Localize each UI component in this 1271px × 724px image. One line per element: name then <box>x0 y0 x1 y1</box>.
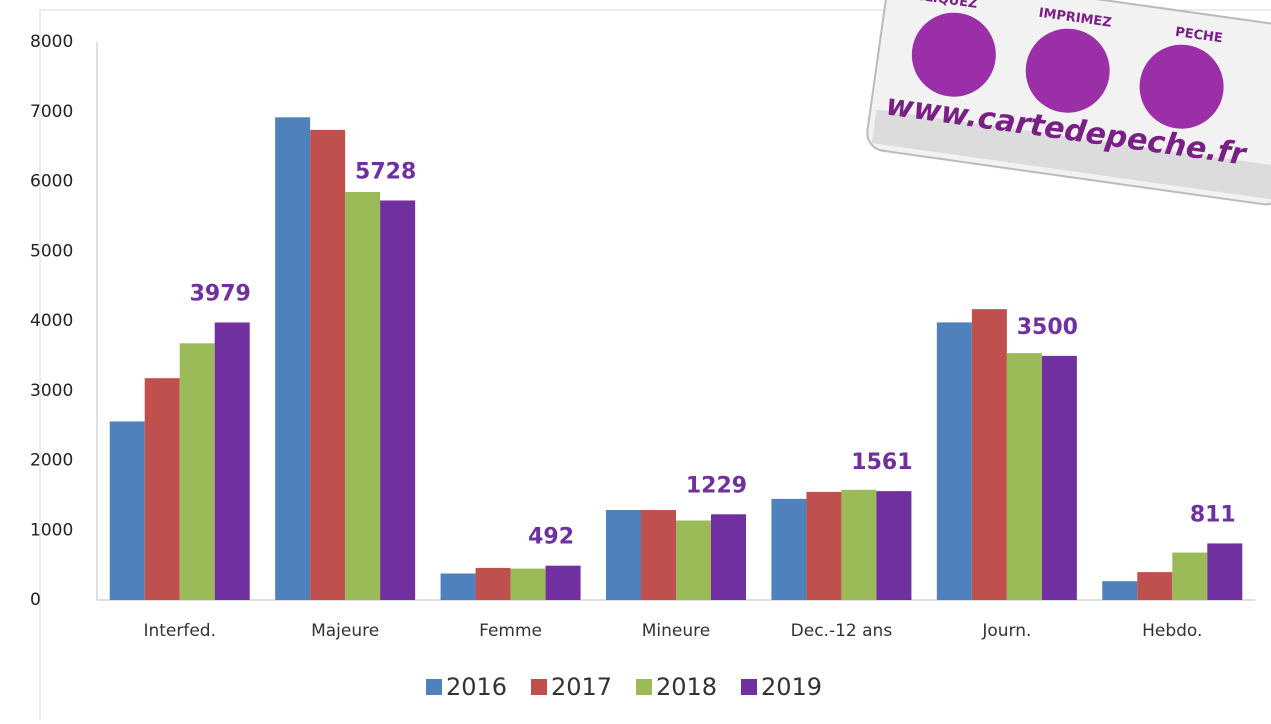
legend-label: 2017 <box>551 673 612 701</box>
y-tick-label: 8000 <box>30 32 73 52</box>
bar <box>145 378 180 600</box>
y-tick-label: 1000 <box>30 520 73 540</box>
x-tick-label: Majeure <box>311 621 379 641</box>
x-tick-label: Interfed. <box>143 621 216 641</box>
legend-label: 2018 <box>656 673 717 701</box>
y-tick-label: 2000 <box>30 451 73 471</box>
bar <box>806 492 841 600</box>
x-tick-label: Journ. <box>981 621 1031 641</box>
value-label: 1229 <box>686 473 747 498</box>
bar <box>441 573 476 600</box>
bar <box>937 322 972 600</box>
bar <box>310 130 345 600</box>
value-label: 3500 <box>1017 315 1078 340</box>
y-tick-label: 7000 <box>30 102 73 122</box>
x-tick-label: Femme <box>479 621 542 641</box>
bar <box>641 510 676 600</box>
bar <box>841 490 876 600</box>
bar <box>180 343 215 600</box>
y-tick-label: 4000 <box>30 311 73 331</box>
x-tick-label: Dec.-12 ans <box>791 621 893 641</box>
bar <box>876 491 911 600</box>
bar <box>1007 353 1042 600</box>
value-label: 3979 <box>190 281 251 306</box>
bar <box>711 514 746 600</box>
x-tick-label: Mineure <box>642 621 710 641</box>
legend-swatch <box>426 679 442 695</box>
legend-swatch <box>531 679 547 695</box>
y-tick-label: 6000 <box>30 172 73 192</box>
bar <box>1137 572 1172 600</box>
bar <box>676 520 711 600</box>
bar <box>110 421 145 600</box>
legend-swatch <box>741 679 757 695</box>
logo: CLIQUEZ IMPRIMEZ PECHE www.cartedepeche.… <box>865 0 1271 207</box>
bar <box>345 192 380 600</box>
legend-swatch <box>636 679 652 695</box>
bar <box>1207 543 1242 600</box>
y-tick-label: 5000 <box>30 241 73 261</box>
bar <box>771 499 806 600</box>
value-label: 5728 <box>355 159 416 184</box>
bar <box>1102 581 1137 600</box>
bar <box>215 322 250 600</box>
bar <box>606 510 641 600</box>
value-label: 811 <box>1190 502 1236 527</box>
y-tick-label: 0 <box>30 590 41 610</box>
bar <box>972 309 1007 600</box>
page: {"chart_data": {"type": "bar", "categori… <box>0 0 1271 720</box>
y-tick-label: 3000 <box>30 381 73 401</box>
x-tick-label: Hebdo. <box>1142 621 1202 641</box>
bar <box>546 566 581 600</box>
chart: 0 1000 2000 3000 4000 5000 6000 7000 8000 Interfe… <box>0 0 1271 720</box>
legend-label: 2019 <box>761 673 822 701</box>
bar <box>1172 553 1207 600</box>
legend-label: 2016 <box>446 673 507 701</box>
bar <box>380 200 415 600</box>
bar <box>1042 356 1077 600</box>
bar <box>511 569 546 600</box>
value-label: 1561 <box>851 450 912 475</box>
bar <box>275 117 310 600</box>
bar <box>476 568 511 600</box>
value-label: 492 <box>528 525 574 550</box>
